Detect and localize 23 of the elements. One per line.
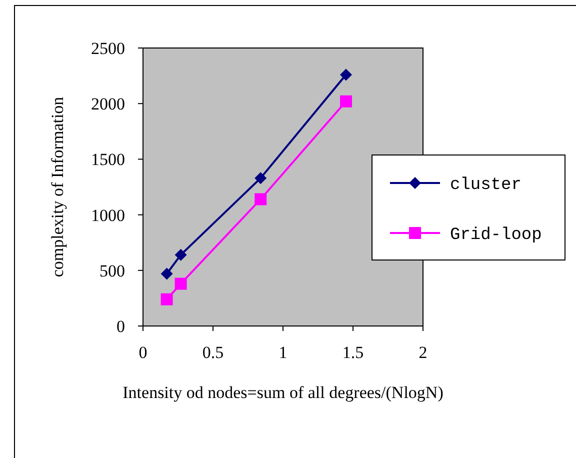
legend-label: cluster	[450, 176, 522, 195]
x-tick-label: 0	[138, 343, 148, 362]
x-tick-label: 1	[278, 343, 288, 362]
x-tick-label: 1.5	[342, 343, 364, 362]
y-tick-label: 0	[116, 317, 125, 336]
legend-label: Grid-loop	[450, 226, 542, 245]
point	[254, 193, 267, 206]
point	[340, 68, 352, 81]
point	[174, 278, 187, 290]
x-tick-label: 2	[418, 343, 428, 362]
y-tick-label: 1500	[91, 150, 125, 170]
point	[340, 95, 352, 108]
point	[160, 293, 173, 306]
point	[254, 172, 267, 184]
x-tick-label: 0.5	[202, 343, 224, 362]
point	[160, 268, 173, 280]
y-axis-title: complexity of Information	[48, 96, 67, 278]
y-tick-label: 500	[100, 261, 125, 280]
y-tick-label: 2500	[91, 39, 125, 58]
y-tick-label: 2000	[91, 94, 125, 114]
point	[174, 248, 187, 261]
x-axis-title: Intensity od nodes=sum of all degrees/(NlogN)	[122, 383, 444, 402]
y-tick-label: 1000	[91, 206, 125, 225]
